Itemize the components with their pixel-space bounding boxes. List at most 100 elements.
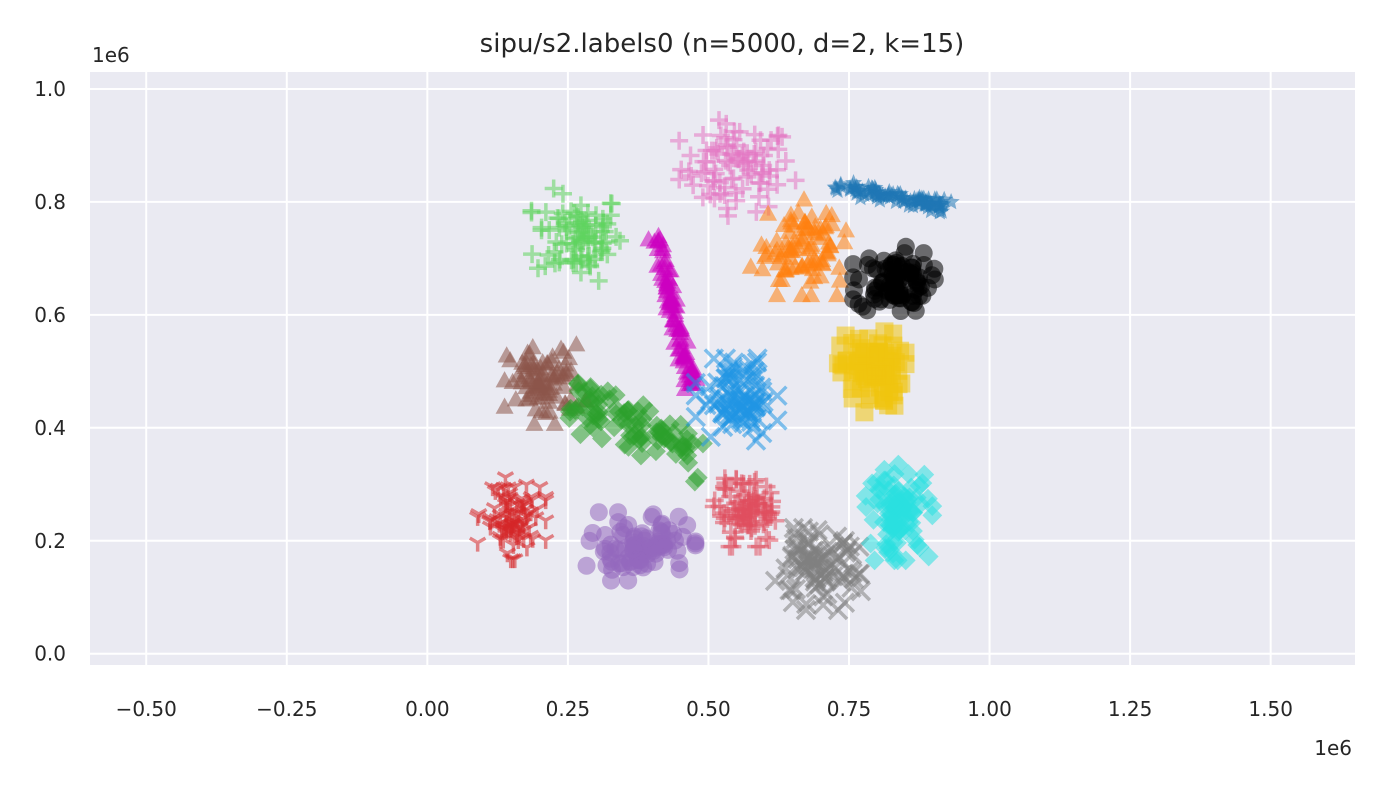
data-point	[874, 470, 895, 491]
data-point	[886, 270, 905, 289]
data-point	[645, 232, 664, 249]
data-point	[579, 227, 598, 246]
data-point	[812, 594, 834, 616]
data-point	[889, 184, 907, 201]
cluster-13	[764, 517, 872, 621]
data-point	[856, 497, 877, 517]
data-point	[769, 140, 788, 159]
x-tick-label: 0.75	[827, 697, 872, 721]
data-point	[686, 536, 705, 555]
cluster-14	[855, 454, 943, 571]
data-point	[893, 497, 914, 518]
data-point	[795, 599, 817, 621]
data-point	[715, 185, 734, 204]
data-point	[775, 558, 796, 579]
data-point	[786, 171, 805, 190]
chart-title: sipu/s2.labels0 (n=5000, d=2, k=15)	[480, 29, 965, 59]
data-point	[651, 255, 670, 272]
data-point	[811, 267, 830, 284]
data-point	[827, 599, 849, 621]
data-point	[909, 287, 928, 306]
data-point	[607, 227, 626, 246]
data-point	[685, 372, 706, 394]
data-point	[844, 255, 863, 274]
data-point	[678, 452, 699, 473]
cluster-0	[670, 111, 805, 225]
cluster-4	[826, 174, 960, 220]
data-point	[718, 199, 737, 218]
data-point	[828, 354, 847, 373]
data-point	[631, 427, 652, 448]
data-point	[532, 218, 551, 237]
data-point	[887, 192, 905, 210]
data-point	[830, 258, 849, 275]
data-point	[830, 571, 852, 592]
data-point	[694, 126, 713, 145]
data-point	[794, 551, 815, 572]
data-point	[942, 193, 960, 210]
data-point	[725, 122, 744, 141]
data-point	[759, 204, 778, 221]
data-point	[769, 270, 788, 288]
data-point	[747, 348, 768, 369]
data-point	[544, 179, 563, 198]
x-axis-ticks: −0.50 −0.25 0.00 0.25 0.50 0.75 1.00 1.25 1.50	[116, 697, 1293, 721]
data-point	[646, 441, 666, 462]
data-point	[677, 363, 696, 380]
data-point	[895, 550, 916, 571]
data-point	[661, 283, 680, 300]
data-point	[831, 336, 850, 355]
data-point	[536, 257, 555, 276]
data-point	[706, 141, 725, 160]
data-point	[888, 286, 907, 305]
data-point	[835, 233, 854, 250]
data-point	[545, 414, 564, 431]
data-point	[724, 169, 743, 188]
data-point	[720, 367, 741, 389]
data-point	[503, 372, 522, 390]
data-point	[903, 521, 923, 541]
data-point	[580, 415, 601, 435]
data-point	[820, 233, 839, 250]
cluster-6	[828, 322, 915, 422]
data-point	[750, 187, 769, 206]
data-point	[481, 520, 500, 536]
data-point	[565, 400, 586, 420]
data-point	[756, 503, 775, 522]
data-point	[705, 160, 724, 179]
data-point	[496, 471, 515, 487]
data-point	[602, 571, 621, 590]
data-point	[638, 554, 657, 573]
data-point	[631, 445, 651, 466]
data-point	[931, 203, 949, 220]
data-point	[716, 367, 737, 389]
data-points	[468, 111, 960, 621]
data-point	[751, 131, 770, 150]
data-point	[523, 245, 542, 264]
data-point	[776, 261, 795, 278]
data-point	[795, 593, 817, 615]
data-point	[757, 237, 776, 255]
x-tick-label: −0.50	[116, 697, 177, 721]
data-point	[715, 469, 734, 488]
data-point	[811, 228, 830, 245]
data-point	[670, 414, 691, 435]
data-point	[897, 189, 915, 206]
data-point	[553, 184, 572, 203]
data-point	[835, 542, 856, 563]
data-point	[804, 571, 826, 592]
data-point	[724, 146, 743, 165]
data-point	[827, 285, 846, 303]
x-tick-label: 0.50	[686, 697, 731, 721]
data-point	[619, 571, 638, 590]
data-point	[522, 201, 541, 220]
cluster-11	[577, 503, 705, 590]
data-point	[525, 414, 544, 431]
data-point	[886, 251, 905, 270]
data-point	[889, 519, 910, 540]
data-point	[813, 250, 832, 267]
data-point	[914, 244, 933, 263]
data-point	[747, 202, 766, 221]
data-point	[567, 335, 586, 352]
data-point	[633, 395, 654, 416]
